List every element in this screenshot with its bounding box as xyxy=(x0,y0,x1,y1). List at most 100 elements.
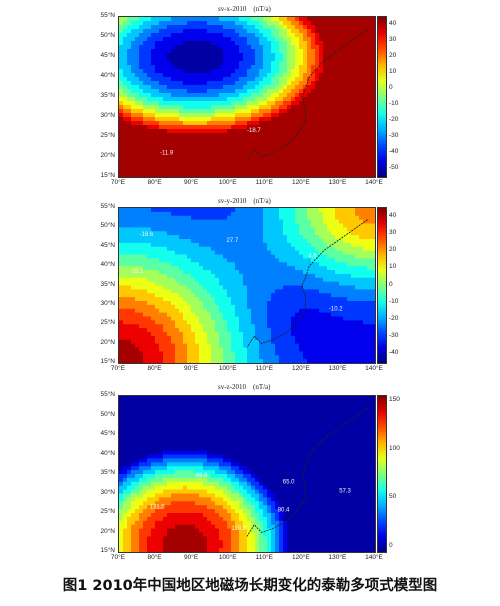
colorbar-tick-label: 0 xyxy=(389,542,393,550)
panel-title-text: sv-x-2010 xyxy=(218,5,247,13)
y-tick-label: 15°N xyxy=(100,358,115,365)
x-tick-label: 110°E xyxy=(255,365,273,372)
y-tick-label: 55°N xyxy=(100,203,115,210)
colorbar-tick-label: -20 xyxy=(389,116,399,123)
panel-title-text: sv-y-2010 xyxy=(218,197,247,205)
colorbar-tick-label: 20 xyxy=(389,246,397,254)
panel-unit-text: (nT/a) xyxy=(253,5,271,13)
contour-label: -18.7 xyxy=(247,128,261,134)
figure-caption: 图1 2010年中国地区地磁场长期变化的泰勒多项式模型图 xyxy=(62,578,438,594)
y-tick-label: 30°N xyxy=(100,488,115,496)
y-tick-label: 45°N xyxy=(100,241,115,249)
panel-unit-text: (nT/a) xyxy=(253,197,271,205)
plot-sv-z: 89.9 65.0 118.8 131.5 80.4 57.3 xyxy=(118,395,376,553)
x-tick-label: 80°E xyxy=(147,365,162,372)
colorbar-tick-label: 30 xyxy=(389,36,397,43)
y-tick-label: 50°N xyxy=(100,410,115,418)
panel-title-sv-x: sv-x-2010 (nT/a) xyxy=(218,5,271,13)
colorbar-tick-label: 0 xyxy=(389,84,393,91)
y-tick-label: 55°N xyxy=(100,391,115,398)
y-tick-label: 40°N xyxy=(100,449,115,457)
y-tick-label: 35°N xyxy=(100,469,115,476)
x-tick-label: 110°E xyxy=(255,554,273,561)
y-tick-label: 20°N xyxy=(100,338,115,346)
heatmap-sv-z: 89.9 65.0 118.8 131.5 80.4 57.3 xyxy=(119,396,375,552)
x-tick-label: 120°E xyxy=(291,554,310,561)
colorbar-tick-label: 10 xyxy=(389,263,397,271)
heatmap-sv-y: -18.6 25.1 27.7 4.6 -10.2 xyxy=(119,208,375,363)
x-tick-label: 100°E xyxy=(218,365,237,372)
contour-label: 27.7 xyxy=(227,238,239,244)
colorbar-tick-label: -30 xyxy=(389,132,399,139)
heatmap-sv-x: -11.9 -18.7 xyxy=(119,17,375,177)
contour-label: 25.1 xyxy=(132,269,144,275)
colorbar-tick-label: 40 xyxy=(389,211,397,219)
colorbar-tick-label: 10 xyxy=(389,68,397,75)
x-tick-label: 80°E xyxy=(147,179,162,186)
x-tick-label: 90°E xyxy=(184,554,199,561)
contour-label: 57.3 xyxy=(339,489,351,495)
coastline-trace xyxy=(246,407,368,537)
colorbar-tick-label: 100 xyxy=(389,444,400,452)
x-tick-label: 140°E xyxy=(365,554,383,561)
x-tick-label: 130°E xyxy=(328,554,347,561)
contour-label: 89.9 xyxy=(196,473,208,479)
x-tick-label: 90°E xyxy=(184,365,199,372)
y-tick-label: 35°N xyxy=(100,92,115,99)
y-tick-label: 20°N xyxy=(100,527,115,535)
colorbar-sv-z xyxy=(377,395,387,553)
contour-label: -10.2 xyxy=(329,306,343,312)
coastline-trace xyxy=(246,219,368,348)
panel-title-sv-y: sv-y-2010 (nT/a) xyxy=(218,197,271,205)
contour-label: 131.5 xyxy=(150,504,166,510)
y-tick-label: 30°N xyxy=(100,299,115,307)
colorbar-tick-label: 150 xyxy=(389,395,400,403)
x-tick-label: 120°E xyxy=(291,365,310,372)
x-tick-label: 80°E xyxy=(147,554,162,561)
x-tick-label: 70°E xyxy=(110,554,126,561)
colorbar-tick-label: 50 xyxy=(389,493,397,501)
contour-label: 80.4 xyxy=(278,507,290,513)
y-tick-label: 50°N xyxy=(100,222,115,230)
contour-label: -11.9 xyxy=(160,151,174,157)
colorbar-tick-label: 20 xyxy=(389,52,397,59)
contour-label: 65.0 xyxy=(283,479,295,485)
y-tick-label: 30°N xyxy=(100,112,115,119)
y-tick-label: 35°N xyxy=(100,280,115,288)
x-tick-label: 110°E xyxy=(255,179,273,186)
x-tick-label: 70°E xyxy=(110,365,126,372)
colorbar-tick-label: 40 xyxy=(389,20,397,27)
x-tick-label: 120°E xyxy=(291,179,310,186)
colorbar-tick-label: -50 xyxy=(389,164,399,171)
panel-unit-text: (nT/a) xyxy=(253,383,271,391)
x-tick-label: 140°E xyxy=(365,179,383,186)
x-tick-label: 70°E xyxy=(110,179,126,186)
y-tick-label: 45°N xyxy=(100,430,115,437)
x-tick-label: 100°E xyxy=(218,179,237,186)
colorbar-tick-label: 0 xyxy=(389,280,393,288)
colorbar-tick-label: 30 xyxy=(389,228,397,236)
panel-title-text: sv-z-2010 xyxy=(218,383,246,391)
colorbar-sv-y xyxy=(377,207,387,364)
y-tick-label: 15°N xyxy=(100,172,115,179)
y-tick-label: 45°N xyxy=(100,52,115,59)
colorbar-tick-label: -40 xyxy=(389,349,399,357)
plot-sv-y: -18.6 25.1 27.7 4.6 -10.2 xyxy=(118,207,376,364)
y-tick-label: 50°N xyxy=(100,32,115,39)
y-tick-label: 25°N xyxy=(100,319,115,327)
contour-label: 4.6 xyxy=(308,254,317,260)
y-tick-label: 20°N xyxy=(100,152,115,159)
colorbar-tick-label: -10 xyxy=(389,100,399,107)
x-tick-label: 130°E xyxy=(328,365,347,372)
y-tick-label: 40°N xyxy=(100,261,115,269)
y-tick-label: 55°N xyxy=(100,12,115,19)
plot-sv-x: -11.9 -18.7 xyxy=(118,16,376,178)
contour-label: 118.8 xyxy=(232,526,247,532)
coastline-trace xyxy=(246,28,368,162)
colorbar-tick-label: -10 xyxy=(389,297,399,305)
y-tick-label: 40°N xyxy=(100,72,115,79)
colorbar-tick-label: -20 xyxy=(389,314,399,322)
x-tick-label: 100°E xyxy=(218,554,237,561)
y-tick-label: 25°N xyxy=(100,508,115,515)
colorbar-tick-label: -30 xyxy=(389,332,399,340)
